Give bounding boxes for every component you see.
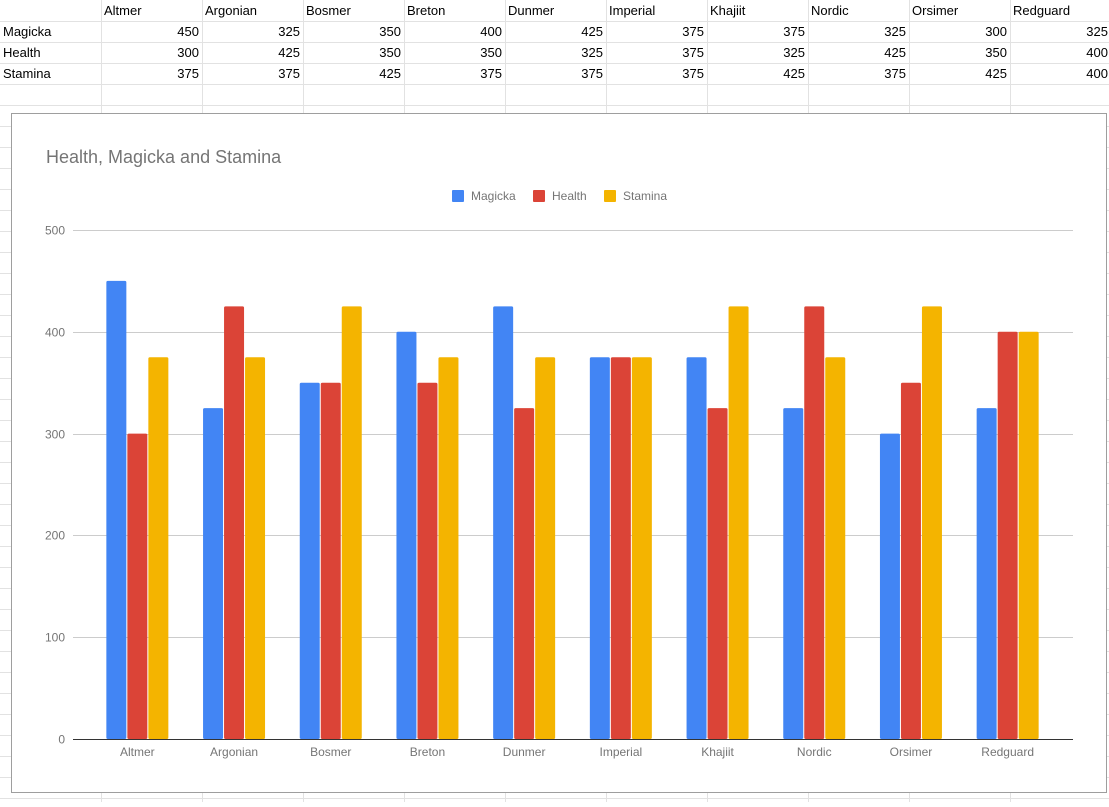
bar-magicka-dunmer[interactable] [493,306,514,739]
bar-magicka-nordic[interactable] [783,408,804,739]
header-cell[interactable]: Breton [407,3,446,18]
bar-stamina-dunmer[interactable] [535,357,556,739]
x-tick-label: Dunmer [503,745,546,759]
legend-swatch-health [533,190,545,202]
legend-swatch-stamina [604,190,616,202]
bar-stamina-nordic[interactable] [825,357,846,739]
y-tick-label: 100 [45,631,65,645]
bar-health-nordic[interactable] [804,306,825,739]
value-cell[interactable]: 325 [581,45,603,60]
x-tick-label: Orsimer [890,745,933,759]
bar-health-khajiit[interactable] [707,408,728,739]
value-cell[interactable]: 300 [177,45,199,60]
bar-magicka-breton[interactable] [396,331,417,739]
bar-health-bosmer[interactable] [320,382,341,739]
value-cell[interactable]: 325 [1086,24,1108,39]
bar-magicka-redguard[interactable] [976,408,997,739]
legend-label-stamina[interactable]: Stamina [623,189,667,203]
value-cell[interactable]: 375 [177,66,199,81]
bar-health-orsimer[interactable] [900,382,921,739]
value-cell[interactable]: 425 [278,45,300,60]
x-tick-label: Nordic [797,745,832,759]
value-cell[interactable]: 400 [480,24,502,39]
row-label-cell[interactable]: Stamina [3,66,51,81]
bar-magicka-orsimer[interactable] [879,433,900,739]
row-label-cell[interactable]: Magicka [3,24,52,39]
bar-health-dunmer[interactable] [514,408,535,739]
header-cell[interactable]: Redguard [1013,3,1071,18]
value-cell[interactable]: 350 [379,24,401,39]
bar-stamina-bosmer[interactable] [341,306,362,739]
bar-stamina-orsimer[interactable] [921,306,942,739]
value-cell[interactable]: 425 [581,24,603,39]
header-cell[interactable]: Imperial [609,3,656,18]
value-cell[interactable]: 375 [682,24,704,39]
x-tick-label: Argonian [210,745,258,759]
legend-swatch-magicka [452,190,464,202]
header-cell[interactable]: Argonian [205,3,258,18]
value-cell[interactable]: 425 [884,45,906,60]
header-cell[interactable]: Khajiit [710,3,746,18]
legend-label-health[interactable]: Health [552,189,587,203]
value-cell[interactable]: 425 [379,66,401,81]
bar-health-breton[interactable] [417,382,438,739]
bar-stamina-argonian[interactable] [245,357,266,739]
value-cell[interactable]: 375 [884,66,906,81]
value-cell[interactable]: 375 [682,45,704,60]
header-cell[interactable]: Nordic [811,3,849,18]
bar-magicka-bosmer[interactable] [299,382,320,739]
x-tick-label: Khajiit [701,745,734,759]
value-cell[interactable]: 450 [177,24,199,39]
value-cell[interactable]: 400 [1086,66,1108,81]
bar-health-altmer[interactable] [127,433,148,739]
header-cell[interactable]: Altmer [104,3,142,18]
value-cell[interactable]: 375 [480,66,502,81]
bar-health-argonian[interactable] [224,306,245,739]
value-cell[interactable]: 350 [480,45,502,60]
row-label-cell[interactable]: Health [3,45,41,60]
value-cell[interactable]: 425 [985,66,1007,81]
legend-label-magicka[interactable]: Magicka [471,189,516,203]
bar-stamina-breton[interactable] [438,357,459,739]
value-cell[interactable]: 325 [278,24,300,39]
y-tick-label: 300 [45,428,65,442]
header-cell[interactable]: Orsimer [912,3,959,18]
value-cell[interactable]: 350 [985,45,1007,60]
value-cell[interactable]: 325 [884,24,906,39]
bar-health-redguard[interactable] [997,331,1018,739]
y-tick-label: 500 [45,224,65,238]
value-cell[interactable]: 300 [985,24,1007,39]
value-cell[interactable]: 350 [379,45,401,60]
header-cell[interactable]: Dunmer [508,3,555,18]
y-tick-label: 200 [45,529,65,543]
bar-magicka-argonian[interactable] [203,408,224,739]
chart-title: Health, Magicka and Stamina [46,147,282,167]
bar-magicka-imperial[interactable] [589,357,610,739]
y-tick-label: 400 [45,326,65,340]
x-tick-label: Bosmer [310,745,351,759]
x-tick-label: Redguard [981,745,1034,759]
bar-magicka-khajiit[interactable] [686,357,707,739]
bar-stamina-khajiit[interactable] [728,306,749,739]
value-cell[interactable]: 400 [1086,45,1108,60]
x-tick-label: Altmer [120,745,155,759]
x-tick-label: Imperial [600,745,643,759]
value-cell[interactable]: 375 [278,66,300,81]
bar-health-imperial[interactable] [610,357,631,739]
value-cell[interactable]: 425 [783,66,805,81]
value-cell[interactable]: 375 [682,66,704,81]
bar-magicka-altmer[interactable] [106,280,127,739]
value-cell[interactable]: 325 [783,45,805,60]
bar-stamina-imperial[interactable] [631,357,652,739]
value-cell[interactable]: 375 [783,24,805,39]
x-tick-label: Breton [410,745,445,759]
bar-stamina-redguard[interactable] [1018,331,1039,739]
header-cell[interactable]: Bosmer [306,3,351,18]
y-tick-label: 0 [58,733,65,747]
value-cell[interactable]: 375 [581,66,603,81]
bar-stamina-altmer[interactable] [148,357,169,739]
